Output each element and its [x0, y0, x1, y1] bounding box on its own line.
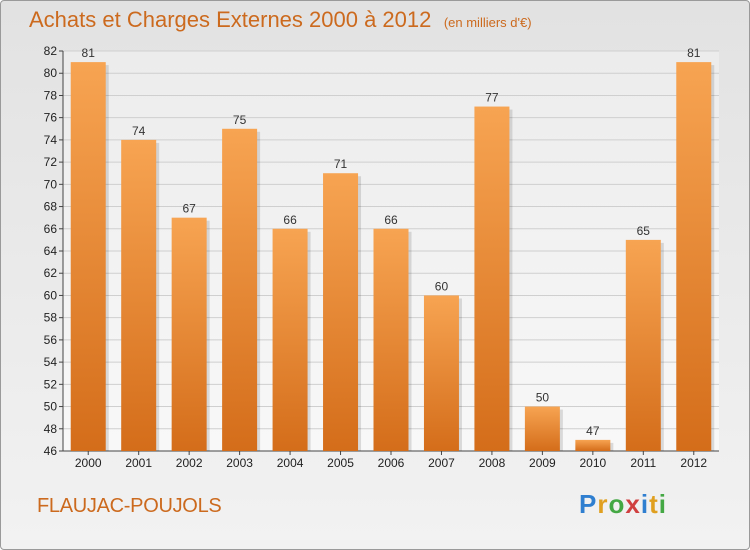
logo-letter: o: [608, 489, 626, 519]
logo-letter: i: [658, 489, 667, 519]
bar: [575, 439, 611, 451]
y-tick-label: 66: [44, 222, 58, 236]
logo-letter: r: [597, 489, 609, 519]
x-tick-label: 2008: [479, 456, 506, 470]
bar: [625, 239, 661, 451]
y-tick-label: 54: [44, 355, 58, 369]
bar: [373, 228, 409, 451]
bar: [121, 139, 157, 451]
x-tick-label: 2011: [630, 456, 656, 470]
y-tick-label: 68: [44, 200, 58, 214]
data-label: 77: [485, 91, 499, 105]
data-label: 75: [233, 113, 247, 127]
data-label: 71: [334, 157, 348, 171]
x-tick-label: 2007: [428, 456, 455, 470]
y-tick-label: 70: [44, 177, 58, 191]
x-tick-label: 2000: [75, 456, 102, 470]
y-tick-label: 62: [44, 266, 58, 280]
bar: [323, 173, 359, 451]
y-tick-label: 50: [44, 400, 58, 414]
y-tick-label: 72: [44, 155, 58, 169]
data-label: 67: [182, 202, 196, 216]
y-tick-label: 58: [44, 311, 58, 325]
bar: [222, 128, 258, 451]
data-label: 66: [384, 213, 398, 227]
bar: [272, 228, 308, 451]
place-name: FLAUJAC-POUJOLS: [37, 495, 222, 517]
x-tick-label: 2003: [226, 456, 253, 470]
bar: [676, 62, 712, 451]
y-tick-label: 64: [44, 244, 58, 258]
x-tick-label: 2002: [176, 456, 203, 470]
y-tick-label: 46: [44, 444, 58, 458]
bar: [171, 217, 207, 451]
data-label: 65: [637, 224, 651, 238]
logo-letter: i: [640, 489, 650, 519]
y-tick-label: 82: [44, 44, 58, 58]
bar: [423, 295, 459, 451]
bar: [70, 62, 106, 451]
y-tick-label: 56: [44, 333, 58, 347]
logo-letter: P: [579, 489, 598, 519]
y-tick-label: 76: [44, 111, 58, 125]
y-tick-label: 78: [44, 88, 58, 102]
bar: [524, 406, 560, 451]
data-label: 81: [687, 46, 701, 60]
chart-title: Achats et Charges Externes 2000 à 2012: [29, 7, 432, 32]
y-tick-label: 74: [44, 133, 58, 147]
x-tick-label: 2001: [125, 456, 152, 470]
bar: [474, 106, 510, 452]
logo-letter: t: [649, 489, 659, 519]
chart-subtitle: (en milliers d'€): [443, 15, 532, 30]
x-tick-label: 2006: [378, 456, 405, 470]
x-tick-label: 2004: [277, 456, 304, 470]
data-label: 47: [586, 424, 600, 438]
data-label: 81: [82, 46, 96, 60]
title-row: Achats et Charges Externes 2000 à 2012 (…: [29, 7, 532, 33]
y-tick-label: 48: [44, 422, 58, 436]
y-tick-label: 52: [44, 377, 58, 391]
proxiti-logo: Proxiti: [579, 489, 667, 520]
data-label: 50: [536, 391, 550, 405]
x-tick-label: 2012: [680, 456, 707, 470]
data-label: 74: [132, 124, 146, 138]
y-tick-label: 60: [44, 288, 58, 302]
x-tick-label: 2009: [529, 456, 556, 470]
y-tick-label: 80: [44, 66, 58, 80]
x-tick-label: 2010: [579, 456, 606, 470]
data-label: 60: [435, 279, 449, 293]
data-label: 66: [283, 213, 297, 227]
logo-letter: x: [625, 489, 641, 519]
x-tick-label: 2005: [327, 456, 354, 470]
